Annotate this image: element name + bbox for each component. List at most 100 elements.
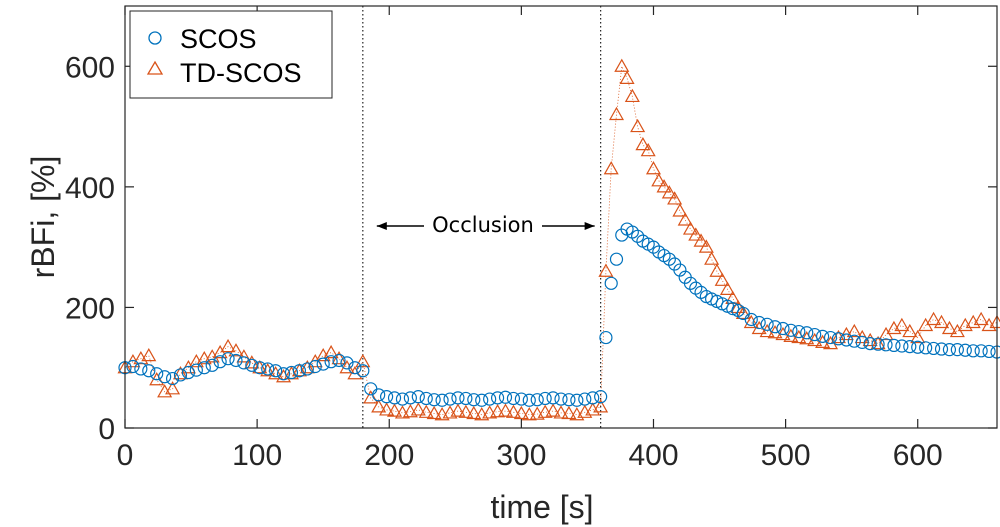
scos-point — [871, 337, 885, 351]
scos-point — [522, 393, 536, 407]
td-scos-point — [418, 404, 434, 418]
scos-point — [562, 393, 576, 407]
scos-point — [435, 393, 449, 407]
scos-point — [483, 392, 497, 406]
td-scos-point — [450, 403, 466, 417]
scos-point — [538, 391, 552, 406]
td-scos-point — [598, 263, 614, 277]
td-scos-point — [553, 405, 569, 419]
scos-point — [253, 361, 267, 375]
td-scos-point — [635, 136, 651, 151]
td-scos-point — [743, 314, 759, 329]
x-tick-label: 400 — [628, 439, 678, 472]
y-tick-label: 600 — [65, 51, 115, 84]
scos-point — [403, 391, 417, 405]
scos-point — [570, 393, 584, 407]
occlusion-arrow-right-head — [584, 222, 595, 231]
td-scos-point — [608, 106, 625, 121]
scos-point — [245, 358, 259, 372]
scos-point — [134, 362, 148, 376]
scos-point — [308, 359, 322, 374]
scos-point — [966, 344, 980, 358]
scos-point — [158, 370, 172, 384]
x-tick-label: 600 — [893, 439, 943, 472]
td-scos-point — [323, 344, 339, 359]
legend-marker-td-scos — [146, 60, 164, 75]
scos-point — [768, 320, 782, 334]
scos-point — [594, 390, 608, 404]
td-scos-point — [252, 359, 268, 374]
scos-point — [847, 334, 861, 348]
td-scos-point — [709, 263, 725, 277]
scos-point — [831, 332, 846, 346]
scos-point — [792, 324, 806, 339]
scos-point — [895, 339, 909, 353]
td-scos-point — [466, 405, 482, 420]
scos-point — [276, 367, 291, 381]
td-scos-point — [651, 173, 667, 187]
td-scos-point — [505, 404, 521, 418]
scos-point — [316, 357, 330, 371]
td-scos-point — [682, 221, 699, 235]
td-scos-point — [561, 405, 577, 420]
td-scos-point — [624, 88, 640, 103]
td-scos-point — [677, 212, 693, 226]
td-scos-point — [244, 355, 260, 369]
td-scos-point — [933, 314, 950, 329]
td-scos-point — [614, 58, 630, 72]
scos-point — [324, 355, 338, 369]
occlusion-label-bg — [424, 210, 542, 238]
y-axis-label: rBFi, [%] — [25, 156, 61, 279]
td-scos-point — [513, 405, 529, 420]
td-scos-point — [521, 407, 537, 421]
scos-point — [498, 390, 513, 404]
td-scos-point — [667, 191, 683, 205]
scos-point — [372, 388, 386, 402]
x-tick-label: 500 — [761, 439, 811, 472]
td-scos-point — [693, 233, 709, 247]
td-scos-point — [714, 272, 730, 286]
scos-point — [514, 392, 528, 406]
scos-point — [181, 365, 196, 380]
td-scos-point — [735, 305, 751, 320]
scos-point — [546, 391, 560, 405]
scos-point — [237, 356, 251, 370]
scos-point — [604, 276, 618, 290]
td-scos-point — [260, 363, 276, 377]
td-scos-point — [426, 405, 442, 420]
scos-point — [443, 392, 457, 406]
td-scos-point — [537, 404, 553, 418]
scos-point — [411, 390, 425, 404]
scos-point — [229, 353, 243, 368]
scos-point — [300, 362, 314, 376]
td-scos-point — [204, 349, 220, 363]
td-scos-point — [165, 381, 181, 395]
scos-point — [911, 340, 925, 354]
td-scos-point — [846, 323, 862, 338]
td-scos-point — [656, 179, 672, 193]
scos-point — [261, 362, 275, 376]
scos-point — [292, 364, 306, 378]
scos-point — [776, 321, 790, 336]
td-scos-point — [355, 353, 371, 368]
y-tick-label: 400 — [65, 172, 115, 205]
scos-point — [427, 393, 441, 407]
y-tick-label: 200 — [65, 292, 115, 325]
scos-point — [752, 315, 766, 330]
legend-label-scos: SCOS — [180, 24, 257, 54]
scos-point — [197, 361, 211, 375]
td-scos-point — [394, 405, 410, 419]
scos-point — [221, 352, 235, 366]
y-tick-label: 0 — [98, 413, 115, 446]
td-scos-point — [640, 142, 656, 157]
scos-point — [284, 365, 299, 380]
scos-point — [784, 323, 798, 337]
occlusion-label: Occlusion — [432, 213, 534, 237]
td-scos-point — [339, 359, 355, 374]
scos-point — [554, 392, 568, 406]
axes: 0 100 200 300 400 500 600 0 200 400 600 — [65, 5, 998, 472]
td-scos-point — [458, 404, 474, 418]
series-scos — [118, 222, 1000, 407]
td-scos-point — [379, 402, 395, 416]
td-scos-point — [698, 239, 714, 253]
